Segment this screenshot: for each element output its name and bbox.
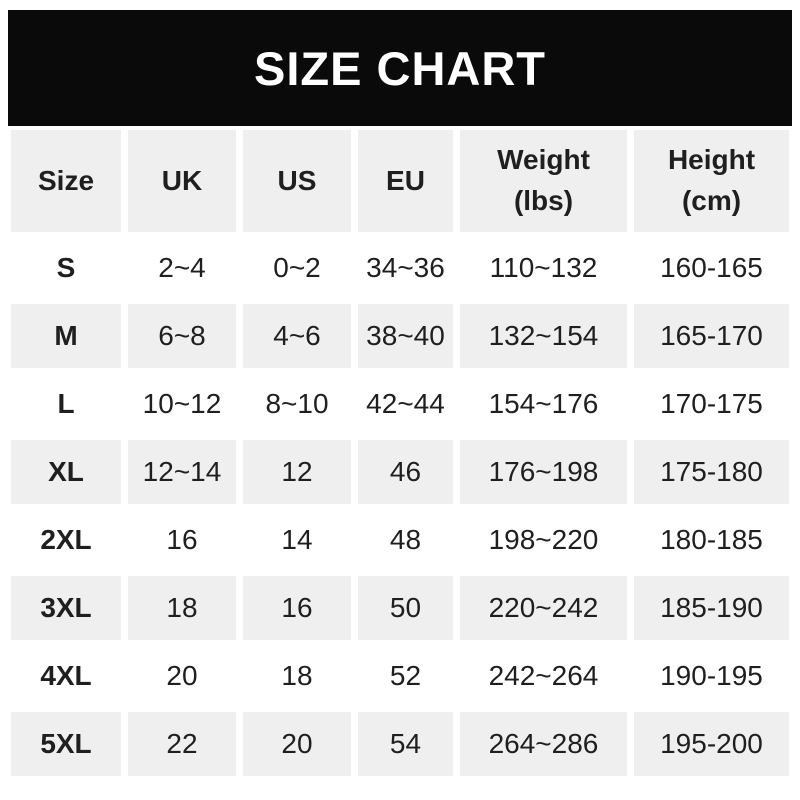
cell-us: 4~6 <box>243 304 351 368</box>
cell-height: 180-185 <box>634 508 789 572</box>
cell-uk: 10~12 <box>128 372 236 436</box>
cell-us: 14 <box>243 508 351 572</box>
cell-us: 20 <box>243 712 351 776</box>
table-row-m: M 6~8 4~6 38~40 132~154 165-170 <box>11 304 789 368</box>
cell-weight: 220~242 <box>460 576 627 640</box>
cell-uk: 20 <box>128 644 236 708</box>
cell-weight: 264~286 <box>460 712 627 776</box>
cell-height: 160-165 <box>634 236 789 300</box>
cell-uk: 16 <box>128 508 236 572</box>
column-header-weight: Weight (lbs) <box>460 130 627 232</box>
size-chart-banner: SIZE CHART <box>8 10 792 126</box>
cell-uk: 12~14 <box>128 440 236 504</box>
cell-size: M <box>11 304 121 368</box>
cell-height: 190-195 <box>634 644 789 708</box>
cell-eu: 52 <box>358 644 453 708</box>
column-header-size: Size <box>11 130 121 232</box>
size-chart-page: SIZE CHART Size UK US EU Weight (lbs) He… <box>0 10 800 800</box>
cell-us: 0~2 <box>243 236 351 300</box>
size-chart-table: Size UK US EU Weight (lbs) Height (cm) S… <box>4 126 796 780</box>
cell-weight: 176~198 <box>460 440 627 504</box>
cell-eu: 50 <box>358 576 453 640</box>
cell-weight: 132~154 <box>460 304 627 368</box>
table-row-5xl: 5XL 22 20 54 264~286 195-200 <box>11 712 789 776</box>
table-row-3xl: 3XL 18 16 50 220~242 185-190 <box>11 576 789 640</box>
cell-height: 165-170 <box>634 304 789 368</box>
cell-eu: 38~40 <box>358 304 453 368</box>
cell-weight: 198~220 <box>460 508 627 572</box>
cell-us: 12 <box>243 440 351 504</box>
cell-us: 8~10 <box>243 372 351 436</box>
cell-eu: 54 <box>358 712 453 776</box>
table-row-l: L 10~12 8~10 42~44 154~176 170-175 <box>11 372 789 436</box>
column-header-height: Height (cm) <box>634 130 789 232</box>
cell-uk: 22 <box>128 712 236 776</box>
cell-weight: 242~264 <box>460 644 627 708</box>
cell-height: 175-180 <box>634 440 789 504</box>
cell-height: 170-175 <box>634 372 789 436</box>
cell-size: 2XL <box>11 508 121 572</box>
cell-size: 4XL <box>11 644 121 708</box>
cell-size: S <box>11 236 121 300</box>
cell-uk: 2~4 <box>128 236 236 300</box>
cell-weight: 154~176 <box>460 372 627 436</box>
column-header-us: US <box>243 130 351 232</box>
column-header-uk: UK <box>128 130 236 232</box>
cell-us: 16 <box>243 576 351 640</box>
table-row-xl: XL 12~14 12 46 176~198 175-180 <box>11 440 789 504</box>
cell-eu: 34~36 <box>358 236 453 300</box>
header-row: Size UK US EU Weight (lbs) Height (cm) <box>11 130 789 232</box>
cell-eu: 48 <box>358 508 453 572</box>
table-row-2xl: 2XL 16 14 48 198~220 180-185 <box>11 508 789 572</box>
cell-us: 18 <box>243 644 351 708</box>
page-title: SIZE CHART <box>254 41 546 95</box>
table-row-4xl: 4XL 20 18 52 242~264 190-195 <box>11 644 789 708</box>
table-row-s: S 2~4 0~2 34~36 110~132 160-165 <box>11 236 789 300</box>
cell-height: 195-200 <box>634 712 789 776</box>
cell-size: XL <box>11 440 121 504</box>
cell-size: 3XL <box>11 576 121 640</box>
column-header-eu: EU <box>358 130 453 232</box>
cell-size: L <box>11 372 121 436</box>
cell-weight: 110~132 <box>460 236 627 300</box>
cell-size: 5XL <box>11 712 121 776</box>
cell-height: 185-190 <box>634 576 789 640</box>
cell-uk: 18 <box>128 576 236 640</box>
cell-eu: 46 <box>358 440 453 504</box>
cell-eu: 42~44 <box>358 372 453 436</box>
cell-uk: 6~8 <box>128 304 236 368</box>
